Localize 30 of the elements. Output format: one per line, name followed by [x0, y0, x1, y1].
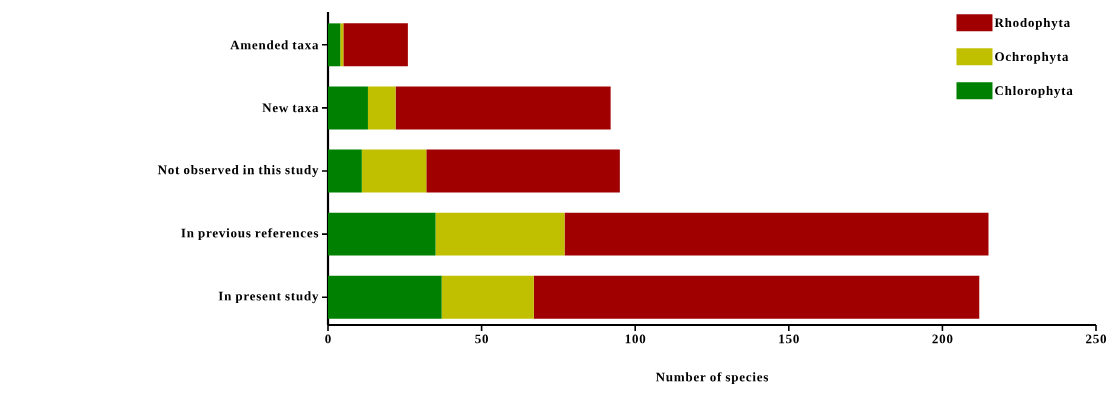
bar [328, 149, 362, 193]
y-tick-label: In present study [218, 291, 319, 304]
bar [564, 212, 989, 256]
y-tick-label: Amended taxa [230, 40, 319, 50]
y-tick-label: Not observed in this study [157, 165, 319, 177]
bar [441, 275, 534, 319]
legend-label: Chlorophyta [995, 85, 1073, 98]
x-tick-label: 100 [625, 334, 646, 344]
bar [395, 86, 611, 130]
bar [328, 23, 341, 67]
bar [367, 86, 396, 130]
x-axis-title: Number of species [655, 372, 769, 385]
x-tick-label: 250 [1086, 334, 1107, 344]
bar [426, 149, 620, 193]
x-tick-label: 200 [932, 334, 953, 344]
y-tick-label: New taxa [262, 103, 319, 113]
bar [328, 212, 436, 256]
bar [343, 23, 408, 67]
bar [328, 275, 442, 319]
x-tick-label: 0 [325, 334, 331, 344]
bar [533, 275, 980, 319]
bar [361, 149, 427, 193]
bar [340, 23, 344, 67]
bar [435, 212, 565, 256]
bar [328, 86, 368, 130]
x-tick-label: 150 [779, 334, 799, 344]
legend-label: Rhodophyta [994, 17, 1070, 30]
x-tick-label: 50 [475, 334, 488, 344]
y-tick-label: In previous references [181, 228, 319, 241]
legend-label: Ochrophyta [995, 51, 1069, 64]
